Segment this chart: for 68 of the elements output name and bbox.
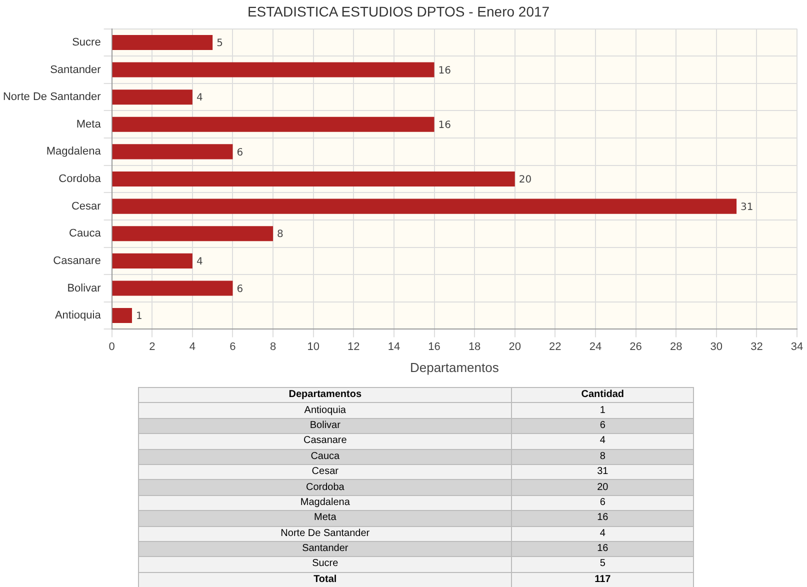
category-label: Cesar [312,466,338,478]
y-tick-label: Bolivar [67,282,102,294]
text: 31 [512,464,694,480]
x-tick-label: 4 [189,340,196,353]
data-label: 1 [136,311,142,322]
y-tick-label: Santander [50,64,102,76]
x-tick-label: 12 [348,340,360,353]
x-tick-label: 6 [230,340,236,353]
data-label: 16 [438,120,451,131]
data-label: 6 [236,284,244,295]
category-label: Bolivar [310,420,340,431]
data-label: 31 [740,202,754,213]
data-label: 4 [196,92,203,104]
category-label: Norte De Santander [280,528,370,539]
text: Total [138,572,512,587]
x-tick-label: 24 [589,340,602,353]
category-label: Casanare [303,435,347,446]
y-tick-label: Cesar [71,200,102,212]
text: 4 [512,526,694,542]
y-tick-label: Antioquia [54,310,102,322]
text: Departamentos [138,388,512,403]
text: 1 [512,402,694,418]
x-tick-label: 22 [549,340,562,353]
x-tick-label: 28 [670,340,682,353]
x-tick-label: 14 [388,340,400,353]
data-label: 8 [277,229,284,240]
text: 8 [512,449,694,464]
category-label: Sucre [312,558,338,570]
chart-title: ESTADISTICA ESTUDIOS DPTOS - Enero 2017 [247,3,550,20]
category-label: Antioquia [304,404,346,416]
data-label: 6 [236,147,244,158]
y-tick-label: Cordoba [58,173,102,186]
data-label: 20 [518,174,532,186]
x-tick-label: 0 [108,340,115,353]
y-tick-label: Meta [76,118,102,130]
x-axis-title: Departamentos [410,360,500,375]
data-label: 4 [196,256,203,268]
x-tick-label: 2 [149,340,156,353]
x-tick-label: 8 [270,340,276,353]
x-tick-label: 26 [630,340,642,353]
text: 16 [512,541,694,557]
y-tick-label: Magdalena [46,146,102,158]
data-label: 16 [438,65,451,76]
text: 16 [512,510,694,526]
text: 117 [512,572,694,587]
text: 20 [512,480,694,496]
y-tick-label: Sucre [72,36,101,48]
y-tick-label: Cauca [69,228,102,240]
text: Cantidad [512,388,694,403]
category-label: Santander [302,543,348,554]
category-label: Cauca [310,450,340,462]
x-tick-label: 30 [710,340,723,353]
x-tick-label: 20 [508,340,521,353]
x-tick-label: 16 [428,340,440,353]
x-tick-label: 34 [790,340,804,353]
x-tick-label: 10 [307,340,320,353]
text: 6 [512,418,694,434]
y-tick-label: Casanare [53,254,101,267]
data-label: 5 [216,38,223,50]
text: 6 [512,495,694,511]
y-tick-label: Norte De Santander [2,91,102,104]
text: 4 [512,434,694,450]
text: 5 [512,556,694,572]
x-tick-label: 18 [468,340,481,353]
category-label: Magdalena [300,496,350,508]
category-label: Meta [314,512,336,524]
category-label: Cordoba [306,482,344,493]
x-tick-label: 32 [750,340,763,353]
